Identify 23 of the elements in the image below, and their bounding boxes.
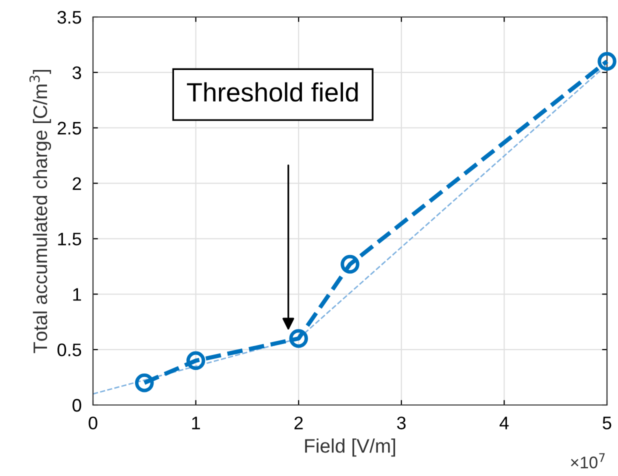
y-tick-label: 3.5 bbox=[57, 10, 82, 24]
y-axis-title: Total accumulated charge [C/m$^{3}$] bbox=[29, 70, 52, 354]
x-tick-label: 0 bbox=[88, 416, 98, 430]
y-tick-label: 1.5 bbox=[58, 232, 82, 246]
text: ×10$^{7}$ bbox=[570, 453, 605, 468]
x-tick-label: 3 bbox=[397, 416, 406, 430]
y-tick-label: 2 bbox=[72, 177, 81, 190]
y-tick-label: 2.5 bbox=[58, 122, 82, 135]
annotation: Threshold field bbox=[186, 82, 358, 102]
point bbox=[135, 373, 154, 392]
x-axis-title: Field [V/m] bbox=[305, 438, 396, 457]
y-tick-label: 0 bbox=[72, 398, 82, 412]
x-tick-label: 4 bbox=[500, 416, 509, 430]
y-tick-label: 1 bbox=[73, 288, 82, 301]
y-tick-label: 3 bbox=[72, 66, 82, 80]
point bbox=[186, 351, 206, 370]
point bbox=[598, 52, 616, 71]
x-tick-label: 1 bbox=[192, 416, 200, 430]
y-tick-label: 0.5 bbox=[57, 344, 82, 356]
point bbox=[289, 329, 308, 348]
point bbox=[340, 254, 360, 274]
x-tick-label: 2 bbox=[294, 416, 303, 430]
x-tick-label: 5 bbox=[602, 416, 612, 430]
